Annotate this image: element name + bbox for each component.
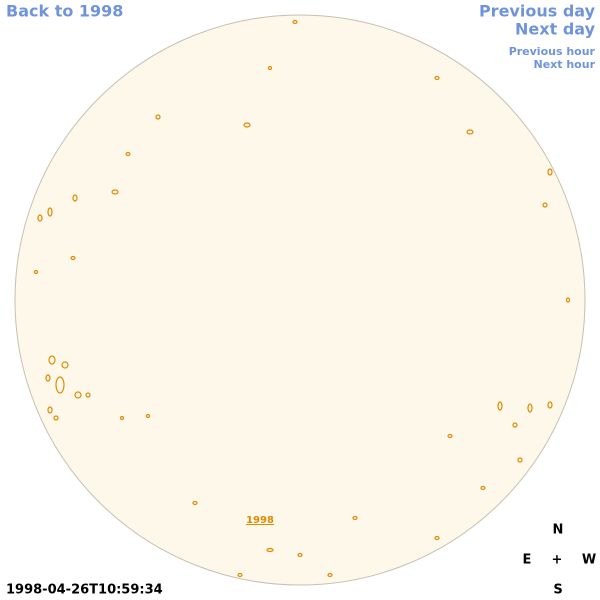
magnetic-contours xyxy=(33,19,571,578)
compass-center: + xyxy=(552,553,563,568)
solar-disk xyxy=(14,14,586,586)
timestamp: 1998-04-26T10:59:34 xyxy=(6,583,163,598)
previous-day-link[interactable]: Previous day xyxy=(479,2,596,21)
compass-west: W xyxy=(582,553,596,568)
year-link[interactable]: 1998 xyxy=(246,515,274,526)
previous-hour-link[interactable]: Previous hour xyxy=(509,45,596,58)
next-day-link[interactable]: Next day xyxy=(515,20,596,39)
next-hour-link[interactable]: Next hour xyxy=(534,58,596,71)
back-link[interactable]: Back to 1998 xyxy=(6,2,123,21)
compass-north: N xyxy=(553,523,564,538)
compass-east: E xyxy=(523,553,532,568)
compass-south: S xyxy=(553,583,562,598)
